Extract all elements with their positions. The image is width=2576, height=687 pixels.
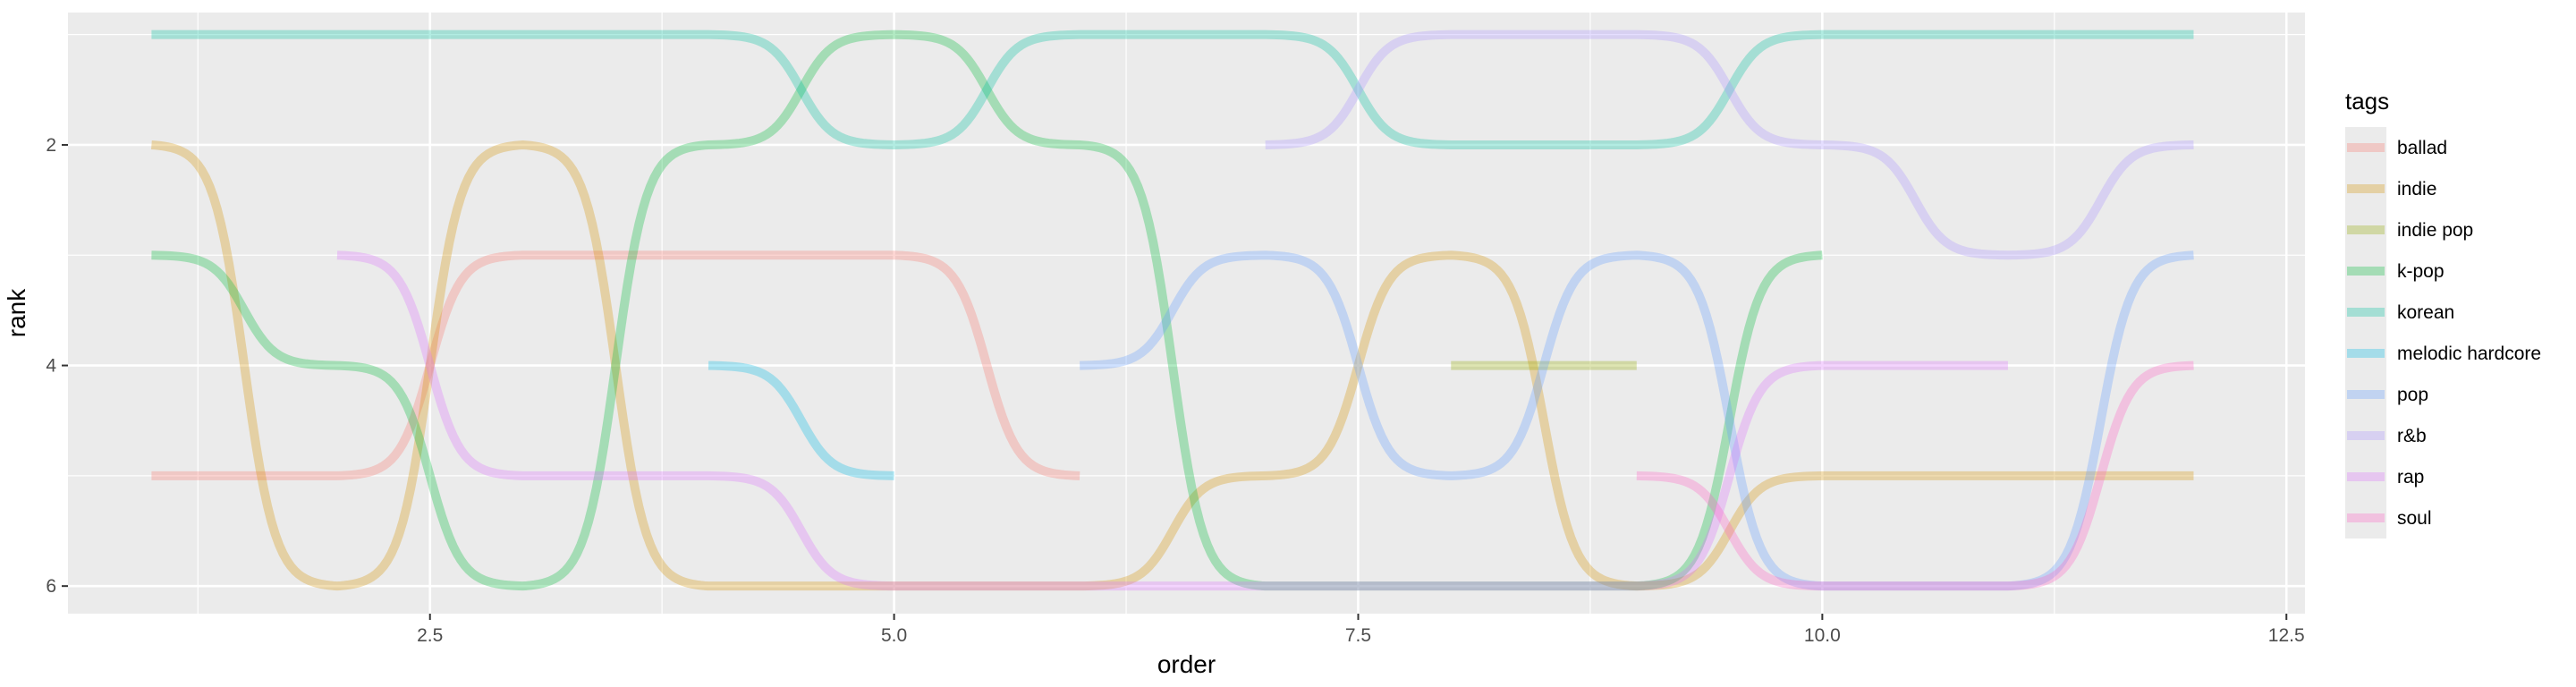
legend-key-background — [2345, 209, 2386, 250]
legend-items: ballad indie indie pop k-pop korean melodic h… — [2345, 127, 2541, 539]
series-line-rap — [336, 250, 2009, 591]
legend-item: soul — [2345, 497, 2432, 539]
plot-panel — [68, 13, 2305, 614]
legend-item: k-pop — [2345, 250, 2445, 292]
legend-key-background — [2345, 333, 2386, 374]
legend-item: ballad — [2345, 127, 2447, 168]
major-gridlines — [68, 13, 2305, 614]
legend-label: r&b — [2397, 426, 2427, 446]
series-line-k-pop — [150, 30, 1824, 591]
series-line-pop — [1079, 250, 2195, 591]
legend-item: korean — [2345, 292, 2454, 333]
y-tick-label: 6 — [46, 576, 56, 597]
legend-label: pop — [2397, 385, 2428, 405]
legend-item: indie — [2345, 168, 2436, 209]
series-line-soul — [1636, 360, 2195, 591]
series-line-indie — [150, 140, 2195, 591]
legend-label: indie pop — [2397, 220, 2473, 241]
legend-title: tags — [2345, 88, 2389, 114]
legend-item: melodic hardcore — [2345, 333, 2541, 374]
x-axis-title: order — [1157, 650, 1216, 678]
legend-label: korean — [2397, 302, 2454, 323]
legend-key-background — [2345, 374, 2386, 415]
legend-label: k-pop — [2397, 261, 2445, 282]
series-line-ballad — [150, 250, 1080, 480]
legend-item: pop — [2345, 374, 2428, 415]
x-tick-label: 10.0 — [1804, 625, 1841, 646]
legend-item: indie pop — [2345, 209, 2473, 250]
x-tick-label: 5.0 — [881, 625, 907, 646]
legend-item: rap — [2345, 456, 2424, 497]
y-tick-label: 4 — [46, 356, 56, 377]
legend-label: indie — [2397, 179, 2436, 199]
series-line-korean — [150, 30, 2195, 149]
legend-label: ballad — [2397, 138, 2447, 158]
legend-label: rap — [2397, 467, 2424, 488]
legend-item: r&b — [2345, 415, 2427, 456]
series-line-melodic-hardcore — [708, 360, 895, 480]
x-tick-label: 2.5 — [417, 625, 443, 646]
legend-label: melodic hardcore — [2397, 344, 2541, 364]
x-tick-label: 12.5 — [2268, 625, 2305, 646]
minor-gridlines — [68, 13, 2305, 614]
y-axis-ticks: 2 4 6 — [46, 135, 68, 597]
legend: tags ballad indie indie pop k-pop korean melo… — [2345, 88, 2541, 539]
legend-key-background — [2345, 168, 2386, 209]
x-tick-label: 7.5 — [1345, 625, 1371, 646]
legend-key-background — [2345, 127, 2386, 168]
legend-key-background — [2345, 292, 2386, 333]
y-axis-title: rank — [3, 288, 30, 337]
x-axis-ticks: 2.5 5.0 7.5 10.0 12.5 — [417, 614, 2305, 646]
y-tick-label: 2 — [46, 135, 56, 156]
legend-key-background — [2345, 415, 2386, 456]
legend-key-background — [2345, 250, 2386, 292]
series-line-r-b — [1265, 30, 2195, 260]
legend-key-background — [2345, 456, 2386, 497]
legend-key-background — [2345, 497, 2386, 539]
legend-label: soul — [2397, 508, 2432, 529]
series-lines — [150, 30, 2195, 591]
